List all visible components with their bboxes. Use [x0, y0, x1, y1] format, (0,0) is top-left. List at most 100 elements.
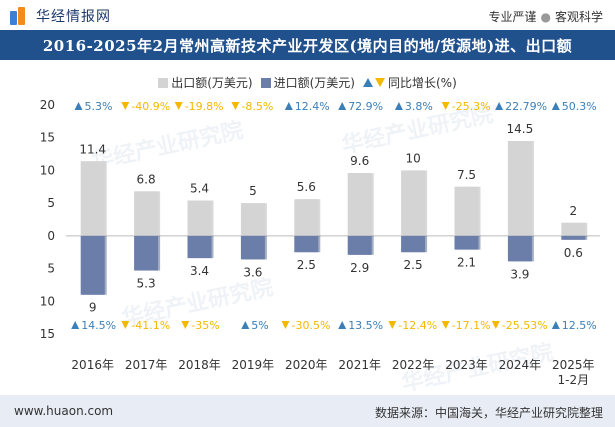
import-value-label: 9 [89, 301, 97, 315]
x-tick-label: 2016年 [71, 358, 114, 372]
export-growth-label: -40.9% [131, 100, 170, 113]
growth-up-icon [241, 321, 250, 329]
x-tick-label: 1-2月 [557, 373, 589, 387]
import-bar [507, 235, 532, 262]
title-band: 2016-2025年2月常州高新技术产业开发区(境内目的地/货源地)进、出口额 [0, 30, 615, 60]
legend-import-label: 进口额(万美元) [273, 76, 355, 90]
import-growth-label: -35% [191, 319, 219, 332]
export-value-label: 5.6 [297, 180, 316, 194]
import-value-label: 2.9 [350, 261, 369, 275]
growth-up-icon [71, 321, 80, 329]
export-value-label: 5 [249, 184, 257, 198]
export-value-label: 7.5 [457, 168, 476, 182]
legend: 出口额(万美元) 进口额(万美元) 同比增长(%) [0, 74, 615, 91]
growth-up-icon [74, 102, 83, 110]
import-value-label: 5.3 [137, 277, 156, 291]
export-value-label: 6.8 [137, 172, 156, 186]
import-bar [454, 235, 479, 250]
import-growth-label: -25.53% [502, 319, 548, 332]
export-bar [187, 200, 212, 236]
legend-import: 进口额(万美元) [260, 74, 355, 91]
import-value-label: 2.1 [457, 256, 476, 270]
footer-source: 数据来源：中国海关，华经产业研究院整理 [374, 406, 603, 420]
slogan: 专业严谨 ● 客观科学 [488, 8, 603, 25]
import-value-label: 2.5 [297, 258, 316, 272]
import-growth-label: -17.1% [452, 319, 491, 332]
x-tick-label: 2020年 [285, 358, 328, 372]
import-value-label: 0.6 [564, 246, 583, 260]
growth-down-icon [231, 102, 240, 110]
export-bar [507, 140, 532, 236]
slogan-right: 客观科学 [554, 10, 603, 24]
import-value-label: 3.9 [510, 267, 529, 281]
growth-down-icon [441, 321, 450, 329]
import-bar [187, 235, 212, 259]
triangle-down-icon [374, 78, 385, 87]
x-tick-label: 2023年 [445, 358, 488, 372]
import-bar [401, 235, 426, 253]
export-bar [561, 222, 586, 236]
x-tick-label: 2021年 [338, 358, 381, 372]
export-growth-label: 22.79% [505, 100, 547, 113]
legend-export-label: 出口额(万美元) [171, 76, 253, 90]
growth-up-icon [495, 102, 504, 110]
import-growth-label: 13.5% [348, 319, 383, 332]
growth-down-icon [281, 321, 290, 329]
growth-up-icon [338, 321, 347, 329]
y-tick-label: 0 [47, 229, 55, 243]
export-value-label: 2 [569, 204, 577, 218]
import-bar [240, 235, 265, 260]
export-growth-label: 50.3% [562, 100, 597, 113]
import-growth-label: 14.5% [81, 319, 116, 332]
export-growth-label: -19.8% [185, 100, 224, 113]
x-tick-label: 2022年 [392, 358, 435, 372]
y-tick-label: 20 [40, 98, 55, 112]
export-growth-label: 5.3% [85, 100, 113, 113]
growth-down-icon [388, 321, 397, 329]
export-bar [134, 191, 159, 236]
export-growth-label: -8.5% [241, 100, 273, 113]
brand-name: 华经情报网 [36, 9, 111, 25]
import-growth-label: 12.5% [562, 319, 597, 332]
import-growth-label: -41.1% [131, 319, 170, 332]
export-swatch [158, 77, 169, 88]
export-value-label: 9.6 [350, 154, 369, 168]
import-bar [134, 235, 159, 271]
growth-down-icon [491, 321, 500, 329]
export-growth-label: 12.4% [295, 100, 330, 113]
growth-up-icon [551, 102, 560, 110]
x-tick-label: 2025年 [552, 358, 595, 372]
x-tick-label: 2019年 [232, 358, 275, 372]
y-tick-label: 5 [47, 262, 55, 276]
y-tick-label: 10 [40, 163, 55, 177]
export-bar [240, 203, 265, 236]
chart-title: 2016-2025年2月常州高新技术产业开发区(境内目的地/货源地)进、出口额 [42, 36, 573, 55]
brand: 华经情报网 [10, 6, 111, 26]
triangle-up-icon [362, 78, 373, 87]
y-tick-label: 15 [40, 327, 55, 341]
growth-up-icon [394, 102, 403, 110]
legend-growth-label: 同比增长(%) [387, 76, 457, 90]
import-growth-label: -12.4% [398, 319, 437, 332]
growth-down-icon [121, 321, 130, 329]
export-value-label: 11.4 [79, 142, 106, 156]
growth-down-icon [121, 102, 130, 110]
export-growth-label: 3.8% [405, 100, 433, 113]
y-tick-label: 5 [47, 196, 55, 210]
export-bar [454, 186, 479, 236]
footer-url: www.huaon.com [14, 404, 114, 418]
growth-down-icon [181, 321, 190, 329]
export-value-label: 5.4 [190, 182, 209, 196]
growth-up-icon [338, 102, 347, 110]
chart-plot: 20 15 10 5 0 5 10 15 11.4 9 6.8 5.3 5.4 3.4 5 3.6 5.6 2.5… [40, 98, 600, 387]
import-growth-label: 5% [251, 319, 268, 332]
growth-down-icon [174, 102, 183, 110]
growth-up-icon [551, 321, 560, 329]
slogan-separator: ● [540, 10, 551, 24]
export-value-label: 14.5 [507, 122, 534, 136]
import-growth-label: -30.5% [292, 319, 331, 332]
slogan-left: 专业严谨 [488, 10, 537, 24]
x-tick-label: 2017年 [125, 358, 168, 372]
import-bar [561, 235, 586, 240]
export-bar [80, 161, 105, 236]
